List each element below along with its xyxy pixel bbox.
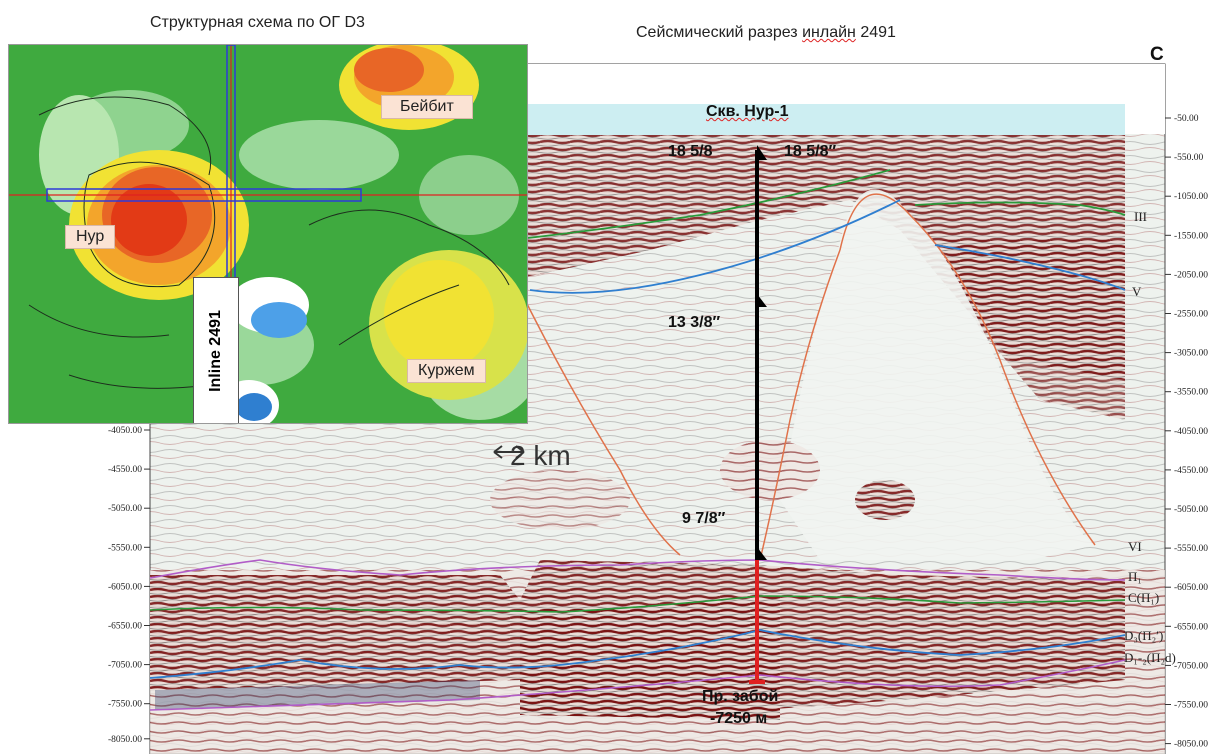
map-label-kurzhem: Куржем [407,359,486,383]
right-depth-tick-label: -2550.00 [1174,310,1208,320]
left-depth-tick-label: -4550.00 [108,465,142,475]
right-depth-tick-label: -6550.00 [1174,622,1208,632]
section-title: Сейсмический разрез инлайн 2491 [636,24,896,42]
horizon-label-vi: VI [1128,539,1142,554]
casing-3: 9 7/8″ [682,510,726,527]
right-depth-tick-label: -5050.00 [1174,505,1208,515]
right-depth-tick-label: -7550.00 [1174,701,1208,711]
right-depth-tick-label: -6050.00 [1174,583,1208,593]
right-depth-tick-label: -2050.00 [1174,270,1208,280]
scale-bar-label: 2 km [510,440,571,471]
map-label-beibit: Бейбит [381,95,473,119]
structure-map-inset: Нур Бейбит Куржем Inline 2491 [8,44,528,424]
well-bottom-label: Пр. забой [702,688,779,705]
right-depth-tick-label: -50.00 [1174,114,1199,124]
horizon-label-d3: D₃(П₂′) [1124,628,1163,643]
casing-1-left: 18 5/8 [668,143,713,160]
horizon-label-p1: П₁ [1128,569,1142,584]
inline-label-box: Inline 2491 [193,277,239,423]
casing-2: 13 3/8″ [668,314,721,331]
horizon-label-v: V [1132,284,1142,299]
map-label-nur: Нур [65,225,116,249]
right-depth-tick-label: -3050.00 [1174,349,1208,359]
left-depth-tick-label: -6550.00 [108,622,142,632]
left-depth-tick-label: -7550.00 [108,700,142,710]
horizon-label-c-p1: С(П₁) [1128,590,1159,605]
well-bottom-depth: -7250 м [710,710,768,727]
right-depth-tick-label: -8050.00 [1174,740,1208,750]
right-depth-tick-label: -1550.00 [1174,231,1208,241]
right-depth-tick-label: -5550.00 [1174,544,1208,554]
section-title-inline: инлайн [802,24,856,41]
horizon-label-d12: D₁-₂(П₂d) [1124,650,1176,665]
inline-label: Inline 2491 [207,310,224,392]
left-depth-tick-label: -7050.00 [108,661,142,671]
left-depth-tick-label: -5550.00 [108,543,142,553]
right-depth-tick-label: -7050.00 [1174,661,1208,671]
well-name: Скв. Нур-1 [706,103,789,120]
section-title-number: 2491 [860,24,896,41]
right-depth-tick-label: -550.00 [1174,153,1204,163]
left-depth-tick-label: -4050.00 [108,426,142,436]
left-depth-tick-label: -6050.00 [108,582,142,592]
north-marker: С [1150,44,1164,65]
section-title-prefix: Сейсмический разрез [636,24,798,41]
left-depth-axis: -4050.00 -4550.00 -5050.00 -5550.00 -6050.00… [108,426,150,745]
left-depth-tick-label: -8050.00 [108,735,142,745]
left-depth-tick-label: -5050.00 [108,504,142,514]
right-depth-tick-label: -1050.00 [1174,192,1208,202]
right-depth-tick-label: -4550.00 [1174,466,1208,476]
right-depth-axis: -50.00 -550.00 -1050.00 -1550.00 -2050.00 -25… [1165,114,1208,750]
casing-1-right: 18 5/8″ [784,143,837,160]
map-title: Структурная схема по ОГ D3 [150,14,365,31]
right-depth-tick-label: -3550.00 [1174,388,1208,398]
right-depth-tick-label: -4050.00 [1174,427,1208,437]
horizon-label-iii: III [1134,209,1147,224]
